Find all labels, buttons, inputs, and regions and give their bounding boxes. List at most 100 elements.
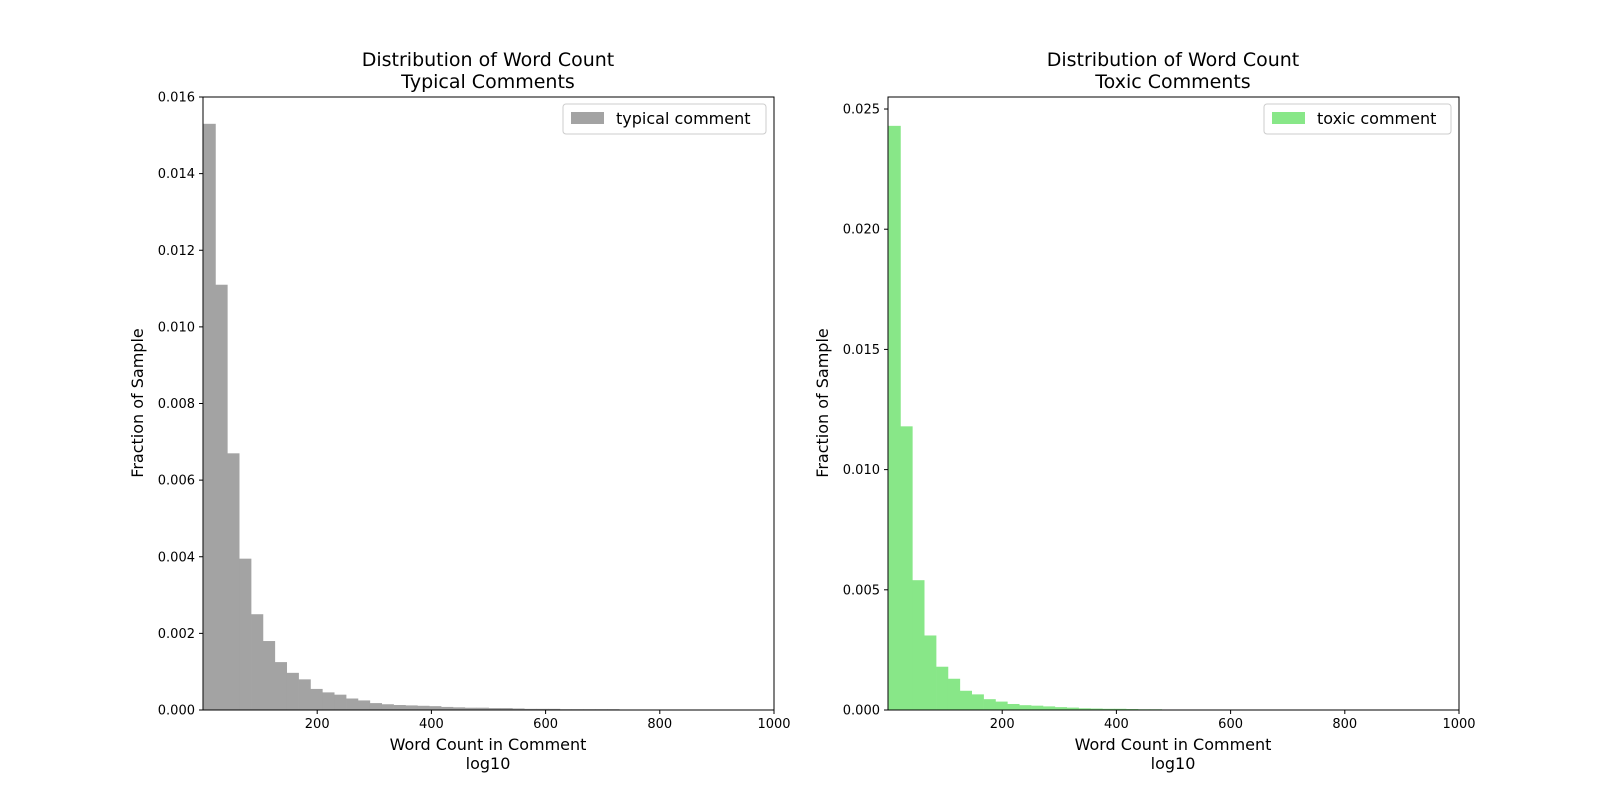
histogram-bar [239,558,252,710]
histogram-bar [262,641,276,710]
x-tick-label: 400 [419,717,444,732]
legend-frame [562,103,767,135]
histogram-bar [1102,708,1115,710]
histogram-bar [536,708,549,710]
histogram-bar [1019,705,1032,710]
histogram-bar [334,694,347,710]
legend-label: typical comment [616,109,751,128]
plot-frame [887,96,1460,711]
histogram-bars [888,125,1459,711]
histogram-bar [900,426,913,710]
chart-title-line1: Distribution of Word Count [362,49,615,71]
x-tick-label: 200 [305,717,330,732]
x-axis-label-line2: log10 [1151,754,1196,773]
y-tick-label: 0.014 [158,167,195,182]
x-axis-label-line1: Word Count in Comment [390,735,587,754]
x-axis-ticks: 200 400 600 800 1000 [305,710,791,732]
chart-title-line2: Toxic Comments [1094,71,1250,93]
histogram-bar [1114,708,1127,710]
chart-title-line2: Typical Comments [400,71,575,93]
histogram-bar [924,635,937,710]
x-tick-label: 600 [533,717,558,732]
histogram-bar [995,701,1008,710]
y-tick-label: 0.008 [158,397,195,412]
legend: toxic comment [1263,103,1452,135]
histogram-bar [203,123,216,710]
histogram-bar [452,707,466,710]
y-axis-ticks: 0.000 0.005 0.010 0.015 0.020 0.025 [843,103,888,719]
histogram-bar [286,672,299,710]
y-axis-ticks: 0.000 0.002 0.004 0.006 0.008 0.010 0.012 0.014… [158,91,203,719]
x-axis-label-line2: log10 [466,754,511,773]
histogram-bar [346,698,359,710]
y-axis-label: Fraction of Sample [128,328,147,477]
y-tick-label: 0.002 [158,627,195,642]
y-tick-label: 0.004 [158,550,195,565]
histogram-bar [298,679,311,710]
histogram-bars [203,123,774,710]
histogram-bar [500,708,513,710]
histogram-bar [1090,708,1103,710]
histogram-bar [983,699,996,710]
x-tick-label: 400 [1104,717,1129,732]
y-tick-label: 0.015 [843,343,880,358]
histogram-bar [512,708,525,710]
histogram-bar [369,703,383,710]
typical-comments-chart: Distribution of Word Count Typical Comme… [128,49,791,773]
x-tick-label: 200 [990,717,1015,732]
histogram-bar [912,580,925,710]
histogram-bar [476,707,489,710]
x-axis-ticks: 200 400 600 800 1000 [990,710,1476,732]
histogram-bar [310,688,323,710]
y-tick-label: 0.020 [843,223,880,238]
histogram-bar [947,678,961,710]
histogram-bar [1078,708,1091,710]
histogram-bar [405,705,418,710]
y-tick-label: 0.010 [158,320,195,335]
histogram-bar [1007,703,1020,710]
histogram-bar [251,614,264,710]
y-tick-label: 0.000 [158,704,195,719]
histogram-bar [227,453,240,710]
histogram-bar [1054,707,1068,710]
chart-title-line1: Distribution of Word Count [1047,49,1300,71]
histogram-bar [524,708,537,710]
legend-label: toxic comment [1317,109,1436,128]
x-tick-label: 1000 [1442,717,1475,732]
histogram-bar [417,705,430,710]
y-tick-label: 0.000 [843,704,880,719]
histogram-bar [393,705,406,710]
legend-swatch [1272,112,1305,124]
histogram-bar [936,666,949,710]
legend: typical comment [562,103,767,135]
y-tick-label: 0.016 [158,91,195,106]
y-tick-label: 0.025 [843,103,880,118]
histogram-bar [971,694,984,710]
histogram-bar [1066,707,1079,710]
toxic-comments-chart: Distribution of Word Count Toxic Comment… [813,49,1476,773]
histogram-bar [441,706,454,710]
histogram-bar [381,704,394,710]
histogram-bar [888,125,901,711]
histogram-bar [357,700,371,710]
plot-frame [202,96,775,711]
x-axis-label-line1: Word Count in Comment [1075,735,1272,754]
x-tick-label: 1000 [757,717,790,732]
histogram-bar [548,708,561,710]
y-tick-label: 0.006 [158,474,195,489]
histogram-bar [1042,706,1056,710]
histogram-bar [488,708,501,710]
x-tick-label: 600 [1218,717,1243,732]
y-tick-label: 0.005 [843,583,880,598]
y-axis-label: Fraction of Sample [813,328,832,477]
histogram-bar [215,284,228,710]
histogram-bar [322,692,335,710]
x-tick-label: 800 [1332,717,1357,732]
y-tick-label: 0.012 [158,244,195,259]
x-tick-label: 800 [647,717,672,732]
legend-frame [1263,103,1452,135]
histogram-bar [274,662,288,710]
histogram-bar [1031,705,1044,710]
legend-swatch [571,112,604,124]
